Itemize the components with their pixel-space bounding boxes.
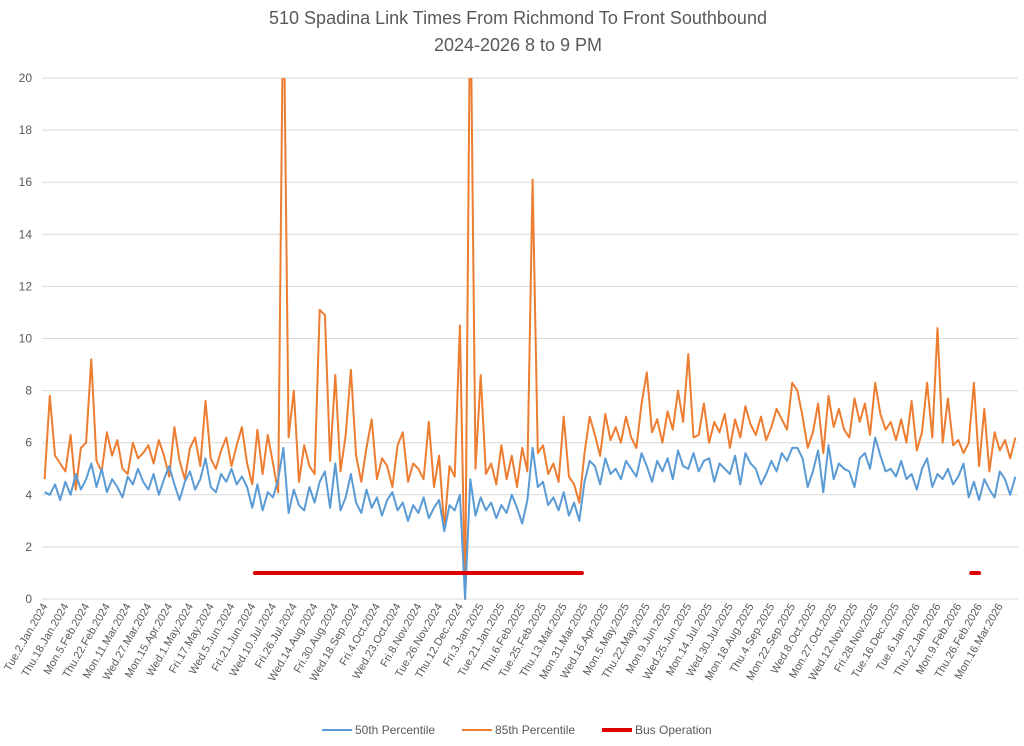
- y-tick-label: 18: [19, 123, 33, 137]
- legend-label-85th: 85th Percentile: [495, 723, 575, 737]
- series-line-50th-percentile: [44, 436, 1017, 600]
- y-tick-label: 14: [19, 227, 33, 241]
- y-tick-label: 12: [19, 279, 33, 293]
- legend: 50th Percentile 85th Percentile Bus Oper…: [322, 723, 712, 737]
- legend-label-bus: Bus Operation: [635, 723, 712, 737]
- y-tick-label: 10: [19, 332, 33, 346]
- x-axis: Tue.2.Jan.2024Thu.18.Jan.2024Mon.5.Feb.2…: [2, 601, 1006, 683]
- y-tick-label: 2: [25, 540, 32, 554]
- y-tick-label: 4: [25, 488, 32, 502]
- y-tick-label: 16: [19, 175, 33, 189]
- chart-subtitle: 2024-2026 8 to 9 PM: [434, 35, 602, 55]
- y-tick-label: 6: [25, 436, 32, 450]
- y-tick-label: 20: [19, 71, 33, 85]
- y-axis: 0 2 4 6 8 10 12 14 16 18 20: [19, 71, 33, 606]
- series-line-85th-percentile: [43, 78, 1017, 600]
- legend-label-50th: 50th Percentile: [355, 723, 435, 737]
- y-tick-label: 8: [25, 384, 32, 398]
- chart-title: 510 Spadina Link Times From Richmond To …: [269, 8, 767, 28]
- plot-area: [43, 78, 1017, 600]
- y-tick-label: 0: [25, 592, 32, 606]
